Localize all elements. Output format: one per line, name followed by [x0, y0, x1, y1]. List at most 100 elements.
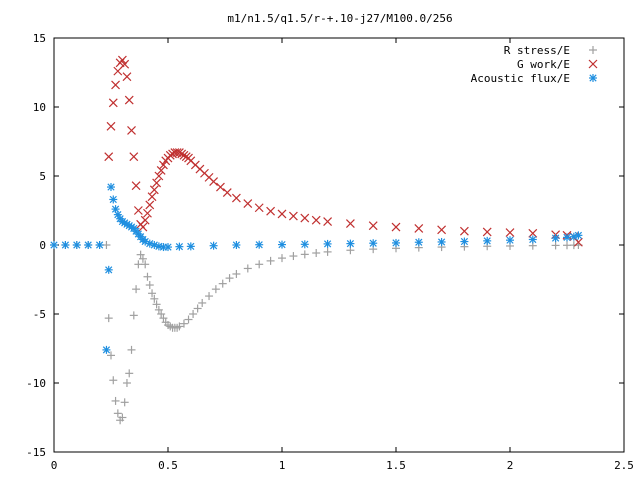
x-tick-label: 2.5: [614, 459, 634, 472]
legend-marker: [589, 46, 597, 54]
data-point: [122, 72, 132, 82]
data-point: [266, 206, 276, 216]
data-point: [459, 226, 469, 236]
data-point: [131, 181, 141, 191]
data-point: [134, 260, 143, 269]
data-point: [346, 239, 355, 248]
x-tick-label: 2: [507, 459, 514, 472]
y-tick-label: 10: [33, 101, 46, 114]
data-point: [113, 66, 123, 76]
legend-label: G work/E: [517, 58, 570, 71]
legend-label: Acoustic flux/E: [471, 72, 570, 85]
data-point: [482, 227, 492, 237]
series-layer: [50, 55, 583, 425]
data-point: [255, 260, 264, 269]
data-point: [300, 240, 309, 249]
data-point: [563, 233, 571, 242]
data-point: [141, 237, 150, 246]
data-point: [159, 160, 168, 170]
data-point: [125, 369, 134, 378]
data-point: [147, 192, 157, 202]
x-tick-label: 0: [51, 459, 58, 472]
data-point: [138, 222, 148, 232]
data-point: [278, 240, 286, 249]
data-point: [108, 98, 118, 108]
data-point: [159, 314, 168, 323]
data-point: [104, 152, 114, 162]
data-point: [102, 241, 111, 249]
legend-label: R stress/E: [504, 44, 570, 57]
data-point: [127, 126, 136, 135]
data-point: [505, 228, 515, 238]
data-point: [278, 254, 286, 263]
data-point: [106, 121, 116, 131]
data-point: [218, 279, 227, 288]
data-point: [107, 183, 115, 192]
data-point: [143, 272, 152, 281]
data-point: [574, 231, 583, 240]
data-point: [300, 250, 309, 259]
data-point: [205, 292, 214, 301]
data-point: [193, 304, 202, 313]
data-point: [113, 409, 122, 418]
data-point: [156, 166, 166, 175]
data-point: [152, 178, 162, 188]
data-point: [107, 351, 115, 360]
data-point: [152, 300, 161, 309]
series: [104, 55, 583, 247]
data-point: [154, 171, 164, 181]
data-point: [72, 241, 81, 249]
data-point: [179, 319, 188, 328]
y-tick-label: -10: [26, 377, 46, 390]
data-point: [129, 311, 138, 320]
data-point: [232, 269, 241, 278]
data-point: [165, 150, 175, 160]
data-point: [437, 237, 446, 246]
data-point: [254, 203, 264, 213]
y-tick-label: 15: [33, 32, 46, 45]
data-point: [138, 254, 147, 263]
data-point: [120, 59, 130, 69]
legend-marker: [588, 59, 598, 69]
data-point: [243, 199, 253, 209]
plot-frame: [53, 37, 625, 453]
data-point: [323, 217, 333, 226]
x-tick-label: 0.5: [158, 459, 178, 472]
data-point: [255, 240, 264, 249]
data-point: [369, 239, 378, 248]
data-point: [243, 264, 252, 273]
data-point: [157, 310, 166, 318]
data-point: [132, 285, 141, 294]
data-point: [154, 305, 163, 314]
data-point: [483, 236, 492, 245]
data-point: [277, 209, 287, 219]
y-tick-label: -5: [33, 308, 46, 321]
data-point: [392, 238, 400, 247]
y-tick-label: 0: [39, 239, 46, 252]
data-point: [368, 221, 378, 231]
data-point: [184, 315, 193, 324]
data-point: [145, 281, 154, 290]
axis-ticks: [53, 37, 625, 453]
data-point: [109, 195, 118, 204]
data-point: [109, 376, 118, 385]
data-point: [300, 213, 310, 223]
data-point: [175, 242, 184, 251]
data-point: [391, 222, 401, 232]
data-point: [84, 241, 93, 249]
data-point: [528, 235, 537, 244]
data-point: [198, 298, 207, 307]
data-point: [186, 242, 195, 251]
data-point: [122, 379, 131, 387]
data-point: [164, 243, 172, 252]
data-point: [148, 289, 157, 298]
data-point: [124, 95, 134, 105]
data-point: [150, 294, 159, 303]
data-point: [288, 211, 298, 221]
data-point: [209, 241, 218, 250]
data-point: [102, 345, 111, 354]
data-point: [573, 237, 583, 247]
series: [50, 183, 583, 354]
data-point: [141, 260, 150, 269]
